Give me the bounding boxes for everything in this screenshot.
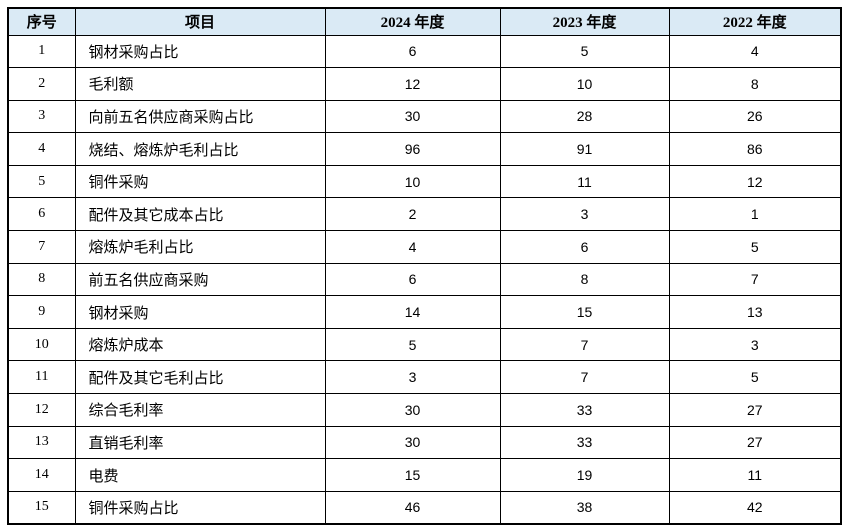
- value-2022-cell: 1: [668, 197, 842, 232]
- value-2022-cell: 42: [668, 490, 842, 525]
- table-row: 12 综合毛利率 30 33 27: [7, 393, 842, 427]
- item-label-cell: 熔炼炉毛利占比: [74, 230, 326, 264]
- table-row: 5 铜件采购 10 11 12: [7, 164, 842, 199]
- value-2024-cell: 3: [324, 360, 501, 395]
- value-2024-cell: 30: [324, 393, 501, 427]
- row-number-cell: 5: [7, 164, 76, 199]
- header-cell-year-2024: 2024 年度: [324, 7, 501, 36]
- row-number-cell: 13: [7, 425, 76, 460]
- value-2024-cell: 30: [324, 99, 501, 134]
- row-number-cell: 11: [7, 360, 76, 395]
- value-2023-cell: 6: [499, 230, 670, 264]
- value-2024-cell: 5: [324, 327, 501, 362]
- value-2022-cell: 27: [668, 393, 842, 427]
- row-number-cell: 15: [7, 490, 76, 525]
- table-body: 1 钢材采购占比 6 5 4 2 毛利额 12 10 8 3 向前五名供应商采购占比 30 28 26 4 烧结…: [7, 34, 842, 525]
- value-2023-cell: 8: [499, 262, 670, 297]
- value-2022-cell: 26: [668, 99, 842, 134]
- item-label-cell: 向前五名供应商采购占比: [74, 99, 326, 134]
- table-row: 15 铜件采购占比 46 38 42: [7, 490, 842, 525]
- item-label-cell: 铜件采购: [74, 164, 326, 199]
- value-2022-cell: 86: [668, 132, 842, 166]
- table-row: 6 配件及其它成本占比 2 3 1: [7, 197, 842, 232]
- value-2022-cell: 3: [668, 327, 842, 362]
- header-cell-item: 项目: [74, 7, 326, 36]
- row-number-cell: 12: [7, 393, 76, 427]
- value-2024-cell: 2: [324, 197, 501, 232]
- row-number-cell: 8: [7, 262, 76, 297]
- row-number-cell: 7: [7, 230, 76, 264]
- header-cell-year-2023: 2023 年度: [499, 7, 670, 36]
- value-2024-cell: 46: [324, 490, 501, 525]
- value-2024-cell: 4: [324, 230, 501, 264]
- value-2023-cell: 91: [499, 132, 670, 166]
- row-number-cell: 1: [7, 34, 76, 69]
- item-label-cell: 综合毛利率: [74, 393, 326, 427]
- value-2022-cell: 5: [668, 360, 842, 395]
- item-label-cell: 钢材采购: [74, 295, 326, 329]
- table-row: 13 直销毛利率 30 33 27: [7, 425, 842, 460]
- value-2024-cell: 15: [324, 458, 501, 492]
- value-2023-cell: 28: [499, 99, 670, 134]
- value-2023-cell: 5: [499, 34, 670, 69]
- value-2023-cell: 19: [499, 458, 670, 492]
- value-2024-cell: 6: [324, 262, 501, 297]
- table-row: 7 熔炼炉毛利占比 4 6 5: [7, 230, 842, 264]
- value-2023-cell: 38: [499, 490, 670, 525]
- row-number-cell: 2: [7, 67, 76, 101]
- value-2024-cell: 96: [324, 132, 501, 166]
- table-row: 1 钢材采购占比 6 5 4: [7, 34, 842, 69]
- item-label-cell: 钢材采购占比: [74, 34, 326, 69]
- value-2022-cell: 8: [668, 67, 842, 101]
- table-row: 11 配件及其它毛利占比 3 7 5: [7, 360, 842, 395]
- value-2023-cell: 7: [499, 360, 670, 395]
- value-2024-cell: 12: [324, 67, 501, 101]
- item-label-cell: 配件及其它毛利占比: [74, 360, 326, 395]
- value-2024-cell: 6: [324, 34, 501, 69]
- item-label-cell: 毛利额: [74, 67, 326, 101]
- row-number-cell: 10: [7, 327, 76, 362]
- table-row: 10 熔炼炉成本 5 7 3: [7, 327, 842, 362]
- row-number-cell: 14: [7, 458, 76, 492]
- value-2023-cell: 33: [499, 425, 670, 460]
- row-number-cell: 9: [7, 295, 76, 329]
- row-number-cell: 3: [7, 99, 76, 134]
- header-row: 序号 项目 2024 年度 2023 年度 2022 年度: [7, 7, 842, 36]
- table-row: 3 向前五名供应商采购占比 30 28 26: [7, 99, 842, 134]
- item-label-cell: 前五名供应商采购: [74, 262, 326, 297]
- value-2023-cell: 11: [499, 164, 670, 199]
- value-2023-cell: 10: [499, 67, 670, 101]
- value-2022-cell: 4: [668, 34, 842, 69]
- value-2024-cell: 30: [324, 425, 501, 460]
- table-row: 4 烧结、熔炼炉毛利占比 96 91 86: [7, 132, 842, 166]
- data-table: 序号 项目 2024 年度 2023 年度 2022 年度 1 钢材采购占比 6 5 4…: [7, 7, 842, 525]
- value-2022-cell: 5: [668, 230, 842, 264]
- header-cell-year-2022: 2022 年度: [668, 7, 842, 36]
- table-row: 2 毛利额 12 10 8: [7, 67, 842, 101]
- item-label-cell: 烧结、熔炼炉毛利占比: [74, 132, 326, 166]
- table-container: 序号 项目 2024 年度 2023 年度 2022 年度 1 钢材采购占比 6 5 4…: [7, 7, 842, 525]
- value-2022-cell: 27: [668, 425, 842, 460]
- value-2023-cell: 33: [499, 393, 670, 427]
- value-2023-cell: 3: [499, 197, 670, 232]
- value-2023-cell: 15: [499, 295, 670, 329]
- value-2022-cell: 13: [668, 295, 842, 329]
- item-label-cell: 配件及其它成本占比: [74, 197, 326, 232]
- item-label-cell: 直销毛利率: [74, 425, 326, 460]
- row-number-cell: 4: [7, 132, 76, 166]
- value-2024-cell: 14: [324, 295, 501, 329]
- value-2022-cell: 12: [668, 164, 842, 199]
- value-2022-cell: 7: [668, 262, 842, 297]
- table-row: 14 电费 15 19 11: [7, 458, 842, 492]
- table-row: 9 钢材采购 14 15 13: [7, 295, 842, 329]
- header-cell-serial: 序号: [7, 7, 76, 36]
- row-number-cell: 6: [7, 197, 76, 232]
- item-label-cell: 熔炼炉成本: [74, 327, 326, 362]
- table-row: 8 前五名供应商采购 6 8 7: [7, 262, 842, 297]
- item-label-cell: 铜件采购占比: [74, 490, 326, 525]
- value-2024-cell: 10: [324, 164, 501, 199]
- item-label-cell: 电费: [74, 458, 326, 492]
- value-2023-cell: 7: [499, 327, 670, 362]
- value-2022-cell: 11: [668, 458, 842, 492]
